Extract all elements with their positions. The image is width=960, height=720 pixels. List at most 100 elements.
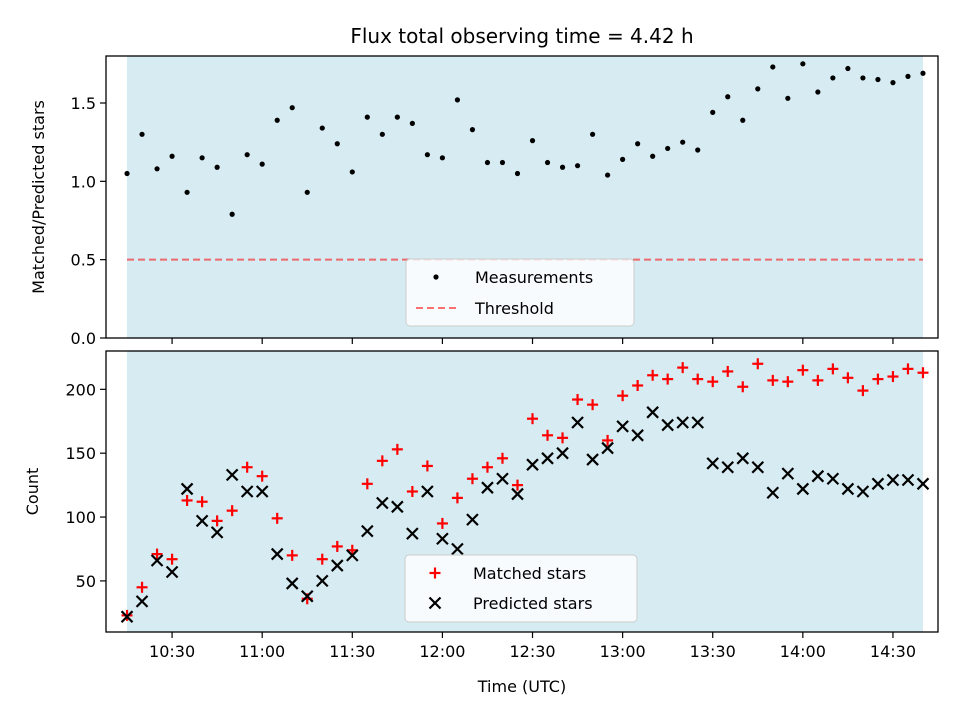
measurement-point <box>830 75 836 81</box>
predicted-stars-legend-marker <box>428 596 442 610</box>
matched-star-point <box>707 376 719 388</box>
matched-star-point <box>542 429 554 441</box>
predicted-star-point <box>120 610 134 623</box>
top-panel: 0.0 0.5 1.0 1.5 Matched/Predicted stars Mea… <box>29 55 939 348</box>
matched-star-point <box>496 452 508 464</box>
predicted-star-point <box>616 420 629 433</box>
predicted-star-point <box>165 565 179 579</box>
measurement-point <box>394 114 400 120</box>
bottom-y-tick-label: 150 <box>65 444 96 463</box>
predicted-star-point <box>376 496 389 510</box>
predicted-star-point <box>856 485 870 498</box>
matched-star-point <box>481 461 493 473</box>
x-tick-label: 10:30 <box>149 642 195 661</box>
predicted-star-point <box>601 441 614 455</box>
measurement-point <box>710 109 716 115</box>
predicted-star-point <box>135 595 149 608</box>
predicted-star-point <box>406 527 419 540</box>
matched-star-point <box>527 413 539 425</box>
measurements-legend-label: Measurements <box>475 268 593 287</box>
predicted-stars-series <box>120 406 930 623</box>
predicted-stars-legend-label: Predicted stars <box>473 594 593 613</box>
measurements-series <box>124 61 926 217</box>
matched-legend-glyph <box>429 567 441 579</box>
x-tick-label: 12:30 <box>509 642 555 661</box>
matched-star-point <box>842 372 854 384</box>
predicted-star-point <box>481 481 494 494</box>
predicted-star-point <box>150 554 164 567</box>
measurement-point <box>860 75 866 81</box>
measurement-point <box>184 189 190 195</box>
matched-star-point <box>256 470 268 482</box>
predicted-star-point <box>781 467 795 480</box>
measurement-point <box>334 141 340 147</box>
matched-star-point <box>617 390 629 402</box>
measurement-point <box>124 170 130 177</box>
matched-star-point <box>557 432 569 444</box>
matched-star-point <box>767 374 779 386</box>
measurement-point <box>319 125 325 131</box>
predicted-star-point <box>751 460 765 474</box>
bottom-y-tick-label: 200 <box>65 380 96 399</box>
measurement-point <box>139 131 145 137</box>
predicted-star-point <box>826 472 840 486</box>
matched-stars-series <box>121 358 929 621</box>
matched-star-point <box>797 364 809 376</box>
matched-star-point <box>722 365 734 377</box>
predicted-star-point <box>886 473 900 487</box>
matched-star-point <box>647 369 659 381</box>
predicted-star-point <box>195 514 209 528</box>
matched-star-point <box>782 376 794 388</box>
measurement-point <box>259 161 265 167</box>
predicted-star-point <box>270 547 284 561</box>
predicted-star-point <box>721 460 735 474</box>
measurement-point <box>605 172 611 178</box>
top-x-ticks <box>171 338 894 344</box>
matched-star-point <box>361 478 373 490</box>
chart-title: Flux total observing time = 4.42 h <box>350 24 693 48</box>
x-tick-label: 14:00 <box>780 642 826 661</box>
measurement-point <box>589 131 596 137</box>
predicted-star-point <box>511 487 524 501</box>
predicted-star-point <box>736 452 750 465</box>
top-y-tick-label: 0.0 <box>71 329 96 348</box>
matched-star-point <box>136 581 148 593</box>
matched-star-point <box>421 460 433 472</box>
bottom-legend: Matched stars Predicted stars <box>404 554 638 623</box>
top-y-axis-label: Matched/Predicted stars <box>29 100 48 294</box>
matched-star-point <box>602 434 614 446</box>
measurement-point <box>740 117 746 123</box>
matched-star-point <box>226 505 238 517</box>
predicted-star-point <box>496 472 509 486</box>
measurement-point <box>770 64 776 70</box>
measurement-point <box>409 120 415 126</box>
measurement-point <box>169 153 175 159</box>
matched-star-point <box>692 373 704 385</box>
matched-star-point <box>436 517 448 529</box>
bottom-panel: 50 100 150 200 10:30 11:00 11:30 12:00 12:30 13:… <box>23 350 939 696</box>
matched-star-point <box>587 399 599 411</box>
x-tick-label: 12:00 <box>419 642 465 661</box>
measurement-point <box>229 211 235 217</box>
matched-star-point <box>451 492 463 504</box>
bottom-y-ticks: 50 100 150 200 <box>65 380 106 591</box>
measurement-point <box>439 155 446 161</box>
matched-star-point <box>316 553 328 565</box>
predicted-star-point <box>300 589 314 603</box>
measurement-point <box>875 76 881 83</box>
measurement-point <box>484 159 491 166</box>
predicted-star-point <box>796 482 810 496</box>
top-y-tick-label: 1.5 <box>71 94 96 113</box>
measurement-point <box>620 156 626 162</box>
measurement-point <box>815 89 821 95</box>
x-tick-label: 11:30 <box>329 642 375 661</box>
matched-star-point <box>331 540 343 552</box>
measurement-point <box>529 138 536 144</box>
top-axes-frame <box>105 55 939 339</box>
predicted-star-point <box>361 524 374 538</box>
matched-star-point <box>271 512 283 524</box>
measurement-point <box>244 152 250 158</box>
predicted-star-point <box>871 477 885 491</box>
predicted-star-point <box>285 577 299 590</box>
matched-star-point <box>827 363 839 375</box>
